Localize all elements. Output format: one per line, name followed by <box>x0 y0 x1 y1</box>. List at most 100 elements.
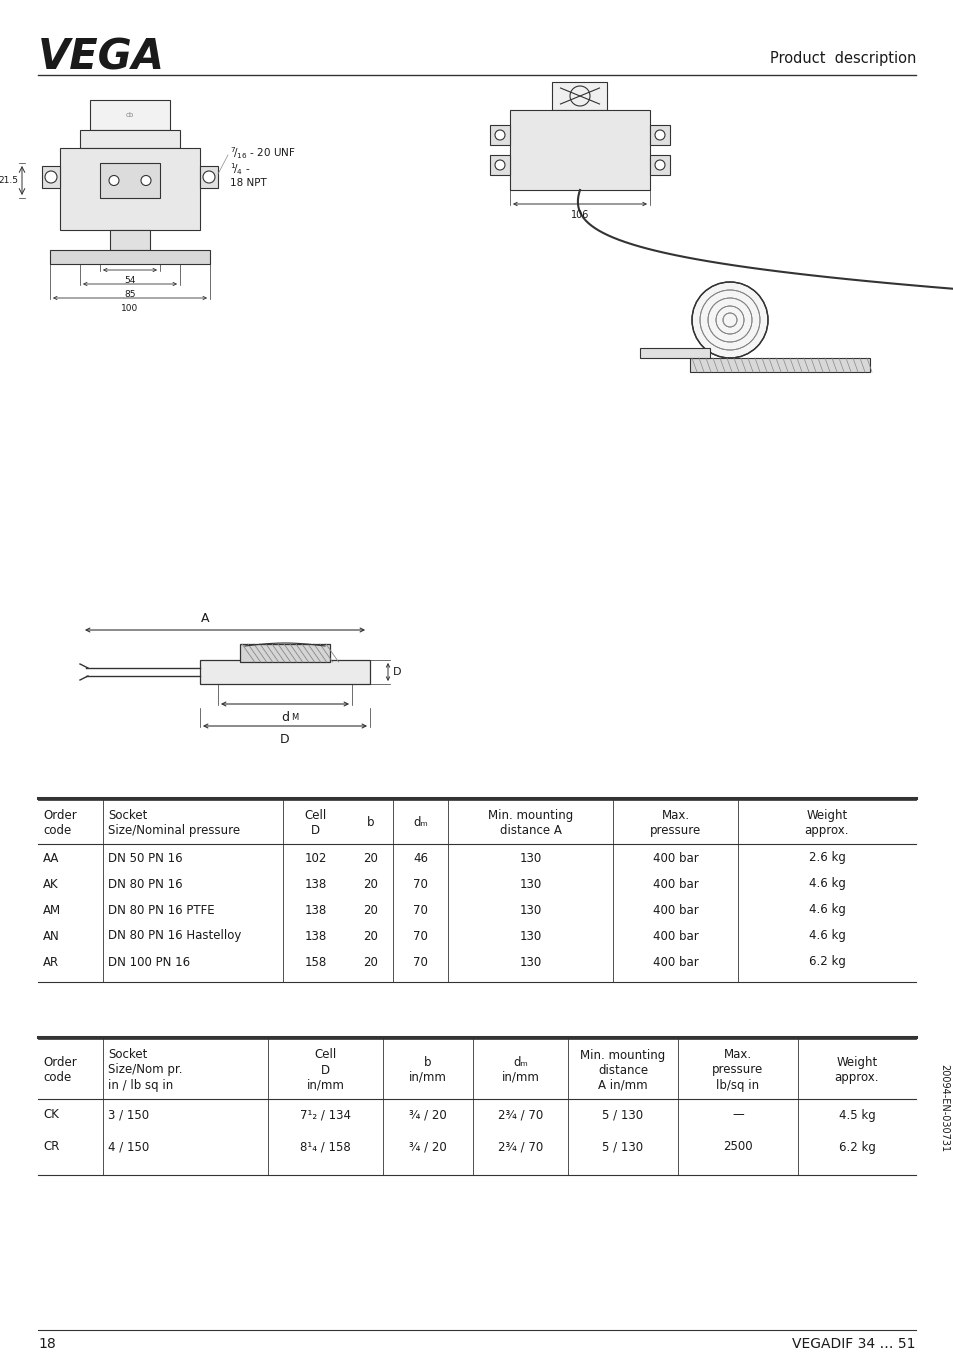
Text: DN 100 PN 16: DN 100 PN 16 <box>108 956 190 968</box>
Text: Socket
Size/Nom pr.
in / lb sq in: Socket Size/Nom pr. in / lb sq in <box>108 1048 182 1091</box>
Text: dₘ
in/mm: dₘ in/mm <box>501 1056 538 1085</box>
Text: 5 / 130: 5 / 130 <box>601 1140 643 1154</box>
Bar <box>100 162 160 198</box>
Text: 54: 54 <box>124 276 135 284</box>
Text: Cell
D: Cell D <box>304 808 326 837</box>
Text: 85: 85 <box>124 290 135 299</box>
Text: 70: 70 <box>413 929 428 942</box>
Text: Max.
pressure
lb/sq in: Max. pressure lb/sq in <box>712 1048 762 1091</box>
Bar <box>689 357 869 372</box>
Text: 138: 138 <box>304 877 326 891</box>
Text: DN 80 PN 16: DN 80 PN 16 <box>108 877 182 891</box>
Text: 400 bar: 400 bar <box>652 852 698 864</box>
Text: —: — <box>731 1109 743 1121</box>
Text: A: A <box>200 612 209 626</box>
Text: 70: 70 <box>413 956 428 968</box>
Text: 20: 20 <box>363 956 377 968</box>
Bar <box>60 148 200 230</box>
Text: AM: AM <box>43 903 61 917</box>
Text: Cell
D
in/mm: Cell D in/mm <box>306 1048 344 1091</box>
Bar <box>200 659 370 684</box>
Text: 4.6 kg: 4.6 kg <box>808 929 844 942</box>
Text: AR: AR <box>43 956 59 968</box>
Text: 400 bar: 400 bar <box>652 903 698 917</box>
Text: 138: 138 <box>304 929 326 942</box>
Text: Min. mounting
distance A: Min. mounting distance A <box>487 808 573 837</box>
Text: VEGADIF 34 … 51: VEGADIF 34 … 51 <box>792 1336 915 1351</box>
Bar <box>200 167 218 188</box>
Text: D: D <box>280 733 290 746</box>
Text: Max.
pressure: Max. pressure <box>649 808 700 837</box>
Bar <box>639 348 709 357</box>
Bar <box>649 154 669 175</box>
Circle shape <box>109 176 119 185</box>
Text: CR: CR <box>43 1140 59 1154</box>
Text: 5 / 130: 5 / 130 <box>601 1109 643 1121</box>
Text: Weight
approx.: Weight approx. <box>834 1056 879 1085</box>
Text: 4.6 kg: 4.6 kg <box>808 903 844 917</box>
Text: cb: cb <box>126 112 134 118</box>
Bar <box>42 167 60 188</box>
Text: 20: 20 <box>363 903 377 917</box>
Text: Order
code: Order code <box>43 808 76 837</box>
Text: 130: 130 <box>518 877 541 891</box>
Text: 6.2 kg: 6.2 kg <box>838 1140 875 1154</box>
Bar <box>110 230 150 250</box>
Bar <box>490 154 510 175</box>
Text: Weight
approx.: Weight approx. <box>804 808 848 837</box>
Bar <box>86 668 200 676</box>
Text: 6.2 kg: 6.2 kg <box>808 956 844 968</box>
Text: 4.6 kg: 4.6 kg <box>808 877 844 891</box>
Text: b
in/mm: b in/mm <box>409 1056 446 1085</box>
Text: Socket
Size/Nominal pressure: Socket Size/Nominal pressure <box>108 808 240 837</box>
Text: 2.6 kg: 2.6 kg <box>808 852 844 864</box>
Text: 18 NPT: 18 NPT <box>230 177 267 188</box>
Text: 400 bar: 400 bar <box>652 956 698 968</box>
Circle shape <box>141 176 151 185</box>
Text: 18: 18 <box>38 1336 55 1351</box>
Circle shape <box>495 130 504 139</box>
Text: Product  description: Product description <box>769 50 915 65</box>
Text: 46: 46 <box>413 852 428 864</box>
Text: 130: 130 <box>518 903 541 917</box>
Bar <box>90 100 170 130</box>
Text: $^7\!/_{16}$ - 20 UNF: $^7\!/_{16}$ - 20 UNF <box>230 145 295 161</box>
Text: AA: AA <box>43 852 59 864</box>
Text: 100: 100 <box>121 305 138 313</box>
Circle shape <box>203 171 214 183</box>
Circle shape <box>45 171 57 183</box>
Text: 138: 138 <box>304 903 326 917</box>
Text: 130: 130 <box>518 929 541 942</box>
Text: 4.5 kg: 4.5 kg <box>838 1109 875 1121</box>
Text: 4 / 150: 4 / 150 <box>108 1140 149 1154</box>
Text: AK: AK <box>43 877 58 891</box>
Text: 20: 20 <box>363 852 377 864</box>
Circle shape <box>655 130 664 139</box>
Bar <box>490 125 510 145</box>
Text: 2¾ / 70: 2¾ / 70 <box>497 1140 542 1154</box>
Text: DN 50 PN 16: DN 50 PN 16 <box>108 852 182 864</box>
Text: 2¾ / 70: 2¾ / 70 <box>497 1109 542 1121</box>
Bar <box>240 645 330 662</box>
Text: 3 / 150: 3 / 150 <box>108 1109 149 1121</box>
Text: 21.5: 21.5 <box>0 176 18 185</box>
Text: 130: 130 <box>518 852 541 864</box>
Text: AN: AN <box>43 929 60 942</box>
Text: 158: 158 <box>304 956 326 968</box>
Text: 70: 70 <box>413 903 428 917</box>
Text: d: d <box>281 711 289 724</box>
Text: 20094-EN-030731: 20094-EN-030731 <box>938 1064 948 1152</box>
Text: dₘ: dₘ <box>413 816 428 830</box>
Text: ¾ / 20: ¾ / 20 <box>409 1140 446 1154</box>
Text: DN 80 PN 16 Hastelloy: DN 80 PN 16 Hastelloy <box>108 929 241 942</box>
Text: 106: 106 <box>570 210 589 219</box>
Circle shape <box>691 282 767 357</box>
Text: 400 bar: 400 bar <box>652 877 698 891</box>
Bar <box>552 83 607 110</box>
Text: ¾ / 20: ¾ / 20 <box>409 1109 446 1121</box>
Text: 8¹₄ / 158: 8¹₄ / 158 <box>300 1140 351 1154</box>
Text: M: M <box>291 714 298 722</box>
Bar <box>510 110 649 190</box>
Text: 7¹₂ / 134: 7¹₂ / 134 <box>299 1109 351 1121</box>
Text: D: D <box>393 668 401 677</box>
